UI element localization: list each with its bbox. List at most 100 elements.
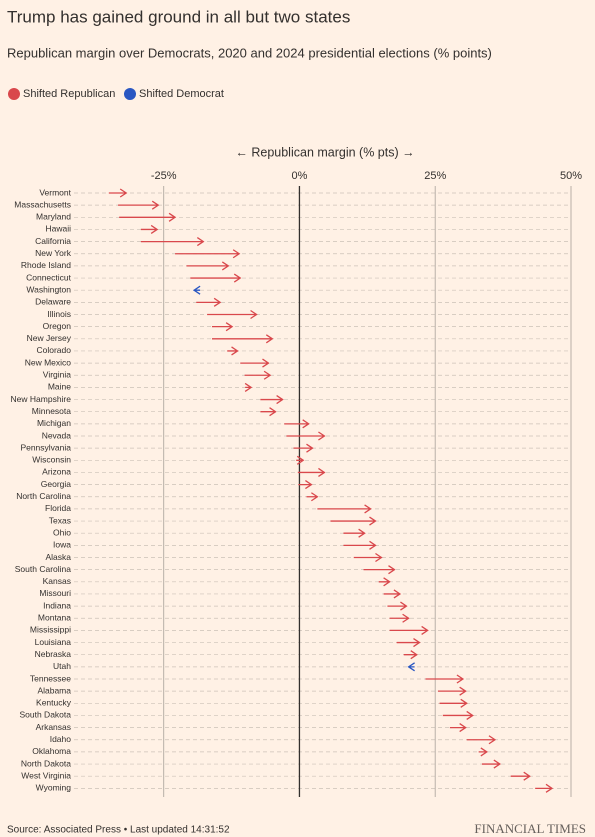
x-tick-label: -25% xyxy=(151,170,177,182)
y-tick-label: Kansas xyxy=(43,576,71,586)
y-tick-label: Virginia xyxy=(43,370,71,380)
arrow xyxy=(407,662,415,672)
brand: FINANCIAL TIMES xyxy=(474,821,586,836)
arrow xyxy=(190,273,242,283)
y-tick-label: Colorado xyxy=(37,345,72,355)
x-tick-label: 25% xyxy=(424,170,446,182)
y-tick-label: California xyxy=(35,236,71,246)
y-tick-label: Wisconsin xyxy=(32,455,71,465)
legend-label: Shifted Democrat xyxy=(139,88,224,100)
arrow xyxy=(296,455,305,465)
arrow xyxy=(387,601,408,611)
y-tick-label: Oregon xyxy=(43,321,72,331)
y-tick-label: Ohio xyxy=(53,527,71,537)
y-tick-label: Nebraska xyxy=(35,649,72,659)
arrow xyxy=(363,565,396,575)
arrow xyxy=(383,589,402,599)
arrow xyxy=(510,771,531,781)
y-tick-label: Minnesota xyxy=(32,406,71,416)
y-tick-label: Nevada xyxy=(42,430,72,440)
arrow xyxy=(244,382,253,392)
arrow xyxy=(260,395,284,405)
arrow xyxy=(298,480,313,490)
arrow xyxy=(240,358,270,368)
y-tick-label: Georgia xyxy=(41,479,72,489)
arrow xyxy=(437,686,467,696)
y-tick-label: North Dakota xyxy=(21,758,71,768)
y-tick-label: Montana xyxy=(38,613,71,623)
legend-swatch xyxy=(124,88,136,100)
y-tick-label: Maine xyxy=(48,382,71,392)
y-tick-label: Wyoming xyxy=(36,783,72,793)
y-tick-label: New York xyxy=(35,248,72,258)
arrow xyxy=(389,625,429,635)
arrow xyxy=(396,638,421,648)
arrow xyxy=(192,285,201,295)
chart-subtitle: Republican margin over Democrats, 2020 a… xyxy=(7,45,492,60)
y-tick-label: Hawaii xyxy=(45,224,71,234)
arrow xyxy=(118,200,160,210)
y-tick-label: Alabama xyxy=(37,685,71,695)
arrow xyxy=(293,443,314,453)
y-tick-label: Tennessee xyxy=(30,673,71,683)
y-tick-label: Kentucky xyxy=(36,698,72,708)
arrow xyxy=(449,723,467,733)
arrow xyxy=(343,540,377,550)
arrow xyxy=(286,431,326,441)
arrow xyxy=(186,261,230,271)
x-axis-label: ← Republican margin (% pts) → xyxy=(235,145,414,159)
arrow xyxy=(297,467,326,477)
y-tick-label: Utah xyxy=(53,661,71,671)
legend-swatch xyxy=(8,88,20,100)
arrow xyxy=(284,419,310,429)
y-tick-label: Indiana xyxy=(43,600,71,610)
arrow xyxy=(260,407,277,417)
y-tick-label: Iowa xyxy=(53,540,71,550)
y-tick-label: New Hampshire xyxy=(11,394,72,404)
arrow xyxy=(317,504,372,514)
x-tick-label: 0% xyxy=(291,170,307,182)
y-tick-label: Mississippi xyxy=(30,625,71,635)
y-tick-label: South Dakota xyxy=(19,710,71,720)
arrow xyxy=(353,552,383,563)
y-tick-label: Connecticut xyxy=(26,272,72,282)
y-tick-label: Massachusetts xyxy=(14,199,71,209)
arrow xyxy=(378,577,391,587)
arrow xyxy=(244,370,272,380)
arrow xyxy=(535,783,554,793)
y-tick-label: New Jersey xyxy=(27,333,72,343)
arrow xyxy=(212,334,274,344)
y-tick-label: Washington xyxy=(26,284,71,294)
y-tick-label: Oklahoma xyxy=(32,746,71,756)
arrow xyxy=(212,322,234,332)
x-tick-label: 50% xyxy=(560,170,582,182)
arrow xyxy=(343,528,366,538)
y-tick-label: Vermont xyxy=(39,187,71,197)
legend-label: Shifted Republican xyxy=(23,88,115,100)
arrow xyxy=(227,346,239,356)
y-tick-label: New Mexico xyxy=(25,357,72,367)
y-tick-label: Arkansas xyxy=(36,722,71,732)
arrow xyxy=(466,735,497,745)
y-tick-label: Idaho xyxy=(50,734,72,744)
y-tick-label: West Virginia xyxy=(21,770,71,780)
arrow xyxy=(108,188,128,198)
arrow xyxy=(175,249,241,259)
y-tick-label: North Carolina xyxy=(16,491,71,501)
arrow xyxy=(439,698,468,708)
y-tick-label: Maryland xyxy=(36,212,71,222)
chart-title: Trump has gained ground in all but two s… xyxy=(7,7,350,26)
y-tick-label: Pennsylvania xyxy=(20,442,71,452)
y-tick-label: Texas xyxy=(49,515,71,525)
arrow xyxy=(478,747,488,757)
arrow xyxy=(119,212,177,222)
y-tick-label: Michigan xyxy=(37,418,71,428)
y-tick-label: Alaska xyxy=(45,552,71,562)
arrow xyxy=(330,516,377,526)
y-tick-label: South Carolina xyxy=(15,564,72,574)
arrow xyxy=(306,492,319,502)
arrow xyxy=(140,237,205,247)
arrow xyxy=(389,613,410,623)
source: Source: Associated Press • Last updated … xyxy=(7,825,230,836)
